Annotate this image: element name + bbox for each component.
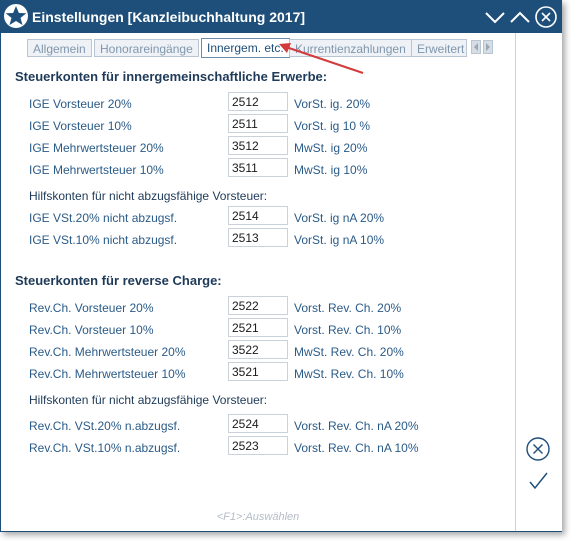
row-label: IGE Mehrwertsteuer 20% — [29, 141, 164, 155]
account-description: MwSt. Rev. Ch. 20% — [294, 345, 404, 359]
account-description: VorSt. ig nA 10% — [294, 233, 385, 247]
row-label: Rev.Ch. Mehrwertsteuer 20% — [29, 345, 186, 359]
account-input[interactable]: 3511 — [228, 158, 288, 177]
account-description: VorSt. ig nA 20% — [294, 211, 385, 225]
row-label: Rev.Ch. Vorsteuer 10% — [29, 323, 154, 337]
settings-content: Allgemein Honorareingänge Innergem. etc.… — [1, 33, 515, 531]
annotation-arrow-icon — [279, 43, 364, 74]
row-label: IGE Vorsteuer 20% — [29, 97, 132, 111]
account-description: Vorst. Rev. Ch. nA 20% — [294, 419, 419, 433]
account-input[interactable]: 2524 — [228, 414, 288, 433]
action-panel — [515, 33, 562, 531]
row-label: Rev.Ch. VSt.10% n.abzugsf. — [29, 441, 181, 455]
chevron-down-icon[interactable] — [483, 5, 507, 29]
helper-accounts-subheading: Hilfskonten für nicht abzugsfähige Vorst… — [29, 393, 268, 407]
chevron-up-icon[interactable] — [508, 5, 532, 29]
tab-scroll-right-icon[interactable] — [483, 40, 493, 54]
account-input[interactable]: 3521 — [228, 362, 288, 381]
row-label: Rev.Ch. VSt.20% n.abzugsf. — [29, 419, 181, 433]
tab-scroll-left-icon[interactable] — [471, 40, 481, 54]
account-description: VorSt. ig 10 % — [294, 119, 371, 133]
tab-allgemein[interactable]: Allgemein — [27, 39, 92, 57]
account-description: Vorst. Rev. Ch. nA 10% — [294, 441, 419, 455]
helper-accounts-subheading: Hilfskonten für nicht abzugsfähige Vorst… — [29, 189, 268, 203]
row-label: IGE VSt.20% nicht abzugsf. — [29, 211, 178, 225]
account-input[interactable]: 3522 — [228, 340, 288, 359]
titlebar: Einstellungen [Kanzleibuchhaltung 2017] — [1, 1, 561, 33]
section-igerwerbe-heading: Steuerkonten für innergemeinschaftliche … — [15, 69, 328, 84]
account-input[interactable]: 2522 — [228, 296, 288, 315]
account-description: MwSt. ig 20% — [294, 141, 368, 155]
account-description: Vorst. Rev. Ch. 20% — [294, 301, 402, 315]
account-input[interactable]: 3512 — [228, 136, 288, 155]
tab-bar: Allgemein Honorareingänge Innergem. etc.… — [15, 38, 513, 59]
account-input[interactable]: 2511 — [228, 114, 288, 133]
close-circle-icon[interactable] — [534, 5, 558, 29]
window-title: Einstellungen [Kanzleibuchhaltung 2017] — [32, 9, 306, 25]
account-description: VorSt. ig. 20% — [294, 97, 371, 111]
account-description: Vorst. Rev. Ch. 10% — [294, 323, 402, 337]
account-input[interactable]: 2512 — [228, 92, 288, 111]
account-input[interactable]: 2523 — [228, 436, 288, 455]
row-label: IGE VSt.10% nicht abzugsf. — [29, 233, 178, 247]
cancel-circle-icon[interactable] — [524, 435, 552, 463]
row-label: IGE Vorsteuer 10% — [29, 119, 132, 133]
row-label: IGE Mehrwertsteuer 10% — [29, 163, 164, 177]
account-description: MwSt. Rev. Ch. 10% — [294, 367, 404, 381]
confirm-check-icon[interactable] — [524, 467, 552, 495]
account-description: MwSt. ig 10% — [294, 163, 368, 177]
row-label: Rev.Ch. Vorsteuer 20% — [29, 301, 154, 315]
f1-hint: <F1>:Auswählen — [216, 511, 300, 523]
settings-window: Einstellungen [Kanzleibuchhaltung 2017] … — [0, 0, 562, 532]
tab-erweitert[interactable]: Erweitert — [411, 39, 467, 57]
account-input[interactable]: 2514 — [228, 206, 288, 225]
account-input[interactable]: 2513 — [228, 228, 288, 247]
section-reverse-charge-heading: Steuerkonten für reverse Charge: — [15, 273, 222, 288]
tab-innergem[interactable]: Innergem. etc. — [201, 38, 290, 58]
row-label: Rev.Ch. Mehrwertsteuer 10% — [29, 367, 186, 381]
account-input[interactable]: 2521 — [228, 318, 288, 337]
tab-honorareingaenge[interactable]: Honorareingänge — [94, 39, 199, 57]
star-icon — [4, 4, 28, 28]
